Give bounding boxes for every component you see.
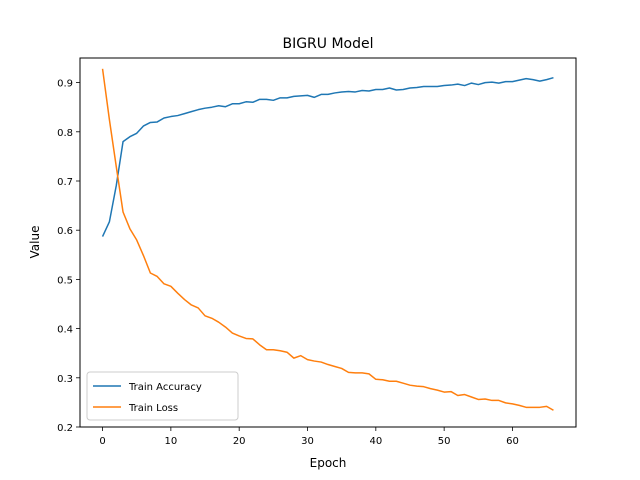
x-tick-label: 10 [164, 436, 177, 447]
y-tick-label: 0.4 [57, 325, 73, 336]
y-tick-label: 0.2 [57, 423, 73, 434]
x-tick-label: 50 [438, 436, 451, 447]
legend: Train Accuracy Train Loss [86, 371, 239, 421]
legend-label: Train Accuracy [128, 382, 202, 393]
series-line-train-loss [101, 68, 554, 411]
y-axis-label: Value [28, 226, 42, 259]
series-line-train-accuracy [101, 76, 554, 237]
y-tick-label: 0.3 [57, 374, 73, 385]
plot-frame [79, 57, 577, 428]
plot-lines [101, 68, 554, 411]
chart-title: BIGRU Model [282, 36, 373, 52]
legend-label: Train Loss [128, 403, 178, 414]
y-tick-label: 0.8 [57, 128, 73, 139]
y-axis: 0.2 0.3 0.4 0.5 0.6 0.7 0.8 0.9 [57, 79, 80, 434]
x-axis: 0 10 20 30 40 50 60 [99, 427, 519, 447]
y-tick-label: 0.6 [57, 226, 73, 237]
x-tick-label: 20 [233, 436, 246, 447]
x-tick-label: 40 [369, 436, 382, 447]
legend-box [86, 371, 239, 421]
y-tick-label: 0.5 [57, 275, 73, 286]
x-tick-label: 60 [506, 436, 519, 447]
x-axis-label: Epoch [310, 456, 347, 470]
x-tick-label: 0 [99, 436, 105, 447]
x-tick-label: 30 [301, 436, 314, 447]
y-tick-label: 0.7 [57, 177, 73, 188]
y-tick-label: 0.9 [57, 79, 73, 90]
